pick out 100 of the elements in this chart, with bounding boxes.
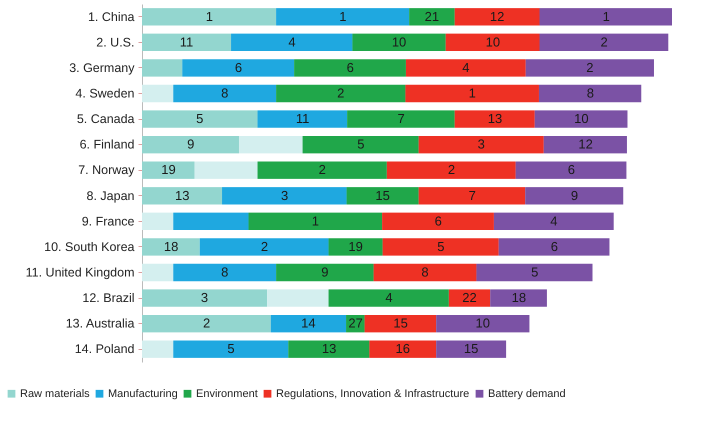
bar — [418, 187, 526, 204]
annotation: 2 — [600, 34, 608, 50]
y-tick-label: 5. Canada — [76, 112, 135, 126]
bar — [142, 238, 200, 256]
bar — [494, 212, 614, 230]
y-tick-label: 11. United Kingdom — [26, 266, 134, 280]
bar — [258, 110, 348, 128]
bar — [346, 187, 419, 204]
legend-label: Battery demand — [488, 388, 566, 400]
bar — [498, 238, 610, 256]
y-tick-label: 6. Finland — [80, 138, 135, 152]
y-tick-label: 2. U.S. — [96, 35, 134, 50]
annotation: 3 — [200, 290, 208, 306]
bar — [142, 110, 258, 128]
legend-label: Raw materials — [20, 388, 90, 400]
annotation: 13 — [488, 111, 502, 126]
bar — [276, 84, 406, 102]
annotation: 12 — [490, 8, 504, 24]
bar — [382, 212, 494, 230]
bar — [538, 84, 642, 102]
annotation: 7 — [468, 188, 476, 203]
annotation: 9 — [321, 264, 328, 280]
bar — [386, 162, 516, 179]
bar — [142, 340, 174, 358]
bar — [294, 59, 406, 77]
bar — [525, 187, 624, 204]
bar — [328, 238, 383, 256]
annotation: 15 — [464, 341, 478, 356]
bar — [490, 289, 547, 307]
bar — [142, 187, 222, 204]
annotation: 2 — [203, 316, 210, 331]
bar — [200, 238, 329, 256]
y-tick-label: 12. Brazil — [82, 291, 134, 306]
annotation: 1 — [602, 8, 610, 24]
bar — [276, 264, 374, 282]
annotation: 15 — [375, 188, 390, 203]
bar — [173, 212, 249, 230]
annotation: 9 — [187, 136, 194, 152]
bar — [454, 110, 535, 128]
annotation: 4 — [462, 60, 470, 75]
bar — [448, 289, 490, 307]
annotation: 4 — [385, 290, 393, 306]
annotation: 18 — [512, 290, 526, 306]
annotation: 6 — [234, 60, 242, 75]
bar — [436, 340, 506, 358]
bar — [436, 314, 530, 332]
annotation: 11 — [180, 34, 194, 50]
bar — [231, 34, 352, 52]
annotation: 7 — [398, 111, 405, 126]
annotation: 8 — [221, 264, 228, 280]
annotation: 14 — [301, 316, 316, 331]
bar — [540, 34, 668, 52]
annotation: 19 — [161, 162, 176, 178]
annotation: 10 — [476, 316, 490, 331]
legend-label: Environment — [196, 388, 258, 400]
annotation: 27 — [348, 316, 363, 331]
annotation: 18 — [164, 238, 178, 254]
legend-label: Manufacturing — [108, 388, 178, 400]
annotation: 10 — [486, 34, 500, 50]
annotation: 4 — [550, 213, 558, 228]
bar — [173, 340, 288, 358]
annotation: 19 — [348, 238, 363, 254]
bar — [409, 8, 455, 26]
bar — [516, 162, 626, 179]
annotation: 6 — [568, 162, 575, 178]
annotation: 11 — [296, 111, 310, 126]
bar — [142, 34, 232, 52]
annotation: 6 — [550, 238, 558, 254]
bar — [142, 212, 174, 230]
annotation: 8 — [221, 86, 228, 100]
annotation: 13 — [322, 341, 336, 356]
annotation: 21 — [424, 8, 440, 24]
annotation: 6 — [434, 213, 442, 228]
annotation: 15 — [393, 316, 408, 331]
annotation: 9 — [570, 188, 578, 203]
bar — [418, 136, 544, 154]
y-tick-label: 3. Germany — [69, 60, 136, 75]
bar — [369, 340, 436, 358]
bar — [476, 264, 592, 282]
annotation: 10 — [392, 34, 406, 50]
bar — [222, 187, 347, 204]
bar — [446, 34, 540, 52]
bar — [540, 8, 672, 26]
bar — [142, 314, 271, 332]
bar — [454, 8, 540, 26]
bar — [270, 314, 346, 332]
y-tick-label: 1. China — [88, 10, 135, 24]
bar — [248, 212, 382, 230]
annotation: 2 — [448, 162, 456, 178]
bar — [238, 136, 303, 154]
bar — [142, 8, 276, 26]
bar — [526, 59, 654, 77]
annotation: 1 — [312, 213, 319, 228]
annotation: 2 — [260, 238, 268, 254]
bar — [182, 59, 294, 77]
bar — [347, 110, 455, 128]
bar — [374, 264, 476, 282]
bar — [352, 34, 446, 52]
annotation: 1 — [468, 86, 476, 100]
bar — [267, 289, 329, 307]
